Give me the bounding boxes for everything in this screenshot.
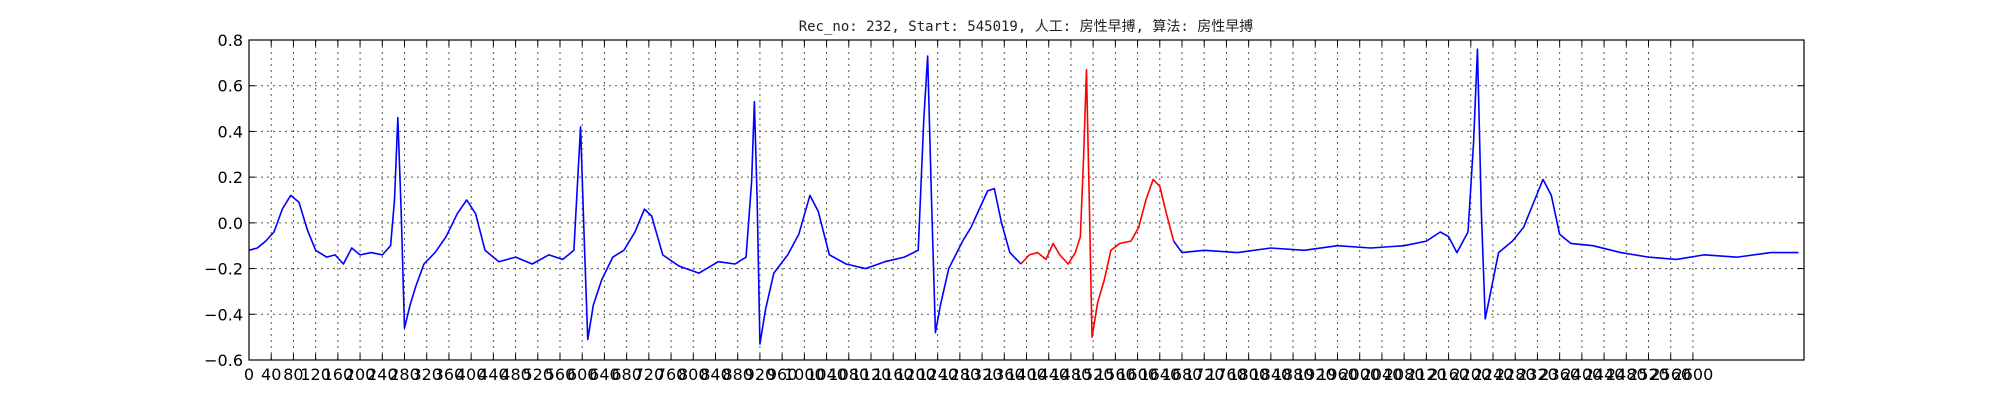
x-tick-label: 560 [545, 365, 576, 384]
x-tick-label: 1760 [1206, 365, 1247, 384]
grid-lines [249, 40, 1804, 360]
y-tick-label: 0.0 [218, 214, 243, 233]
x-tick-label: 1920 [1295, 365, 1336, 384]
x-tick-label: 1160 [873, 365, 914, 384]
x-tick-label: 240 [367, 365, 398, 384]
x-tick-label: 640 [589, 365, 620, 384]
x-tick-label: 1600 [1117, 365, 1158, 384]
x-tick-label: 2360 [1539, 365, 1580, 384]
y-tick-label: 0.6 [218, 77, 243, 96]
x-tick-label: 400 [456, 365, 487, 384]
x-tick-label: 1840 [1250, 365, 1291, 384]
y-tick-label: −0.4 [204, 305, 243, 324]
x-tick-label: 2040 [1362, 365, 1403, 384]
x-tick-label: 120 [300, 365, 331, 384]
x-tick-label: 2120 [1406, 365, 1447, 384]
y-tick-label: 0.8 [218, 31, 243, 50]
x-tick-label: 480 [500, 365, 531, 384]
x-tick-label: 2600 [1673, 365, 1714, 384]
y-tick-label: 0.2 [218, 168, 243, 187]
x-tick-label: 1440 [1028, 365, 1069, 384]
x-tick-label: 1080 [828, 365, 869, 384]
y-tick-label: −0.2 [204, 260, 243, 279]
x-tick-label: 680 [611, 365, 642, 384]
y-axis: −0.6 −0.4 −0.2 0.0 0.2 0.4 0.6 0.8 [204, 31, 1804, 370]
x-tick-label: 1720 [1184, 365, 1225, 384]
x-tick-label: 1960 [1317, 365, 1358, 384]
y-tick-label: −0.6 [204, 351, 243, 370]
x-tick-label: 1480 [1051, 365, 1092, 384]
x-tick-label: 1360 [984, 365, 1025, 384]
x-tick-label: 1240 [917, 365, 958, 384]
x-tick-label: 2240 [1473, 365, 1514, 384]
x-tick-label: 80 [283, 365, 303, 384]
x-tick-label: 1560 [1095, 365, 1136, 384]
x-tick-label: 720 [634, 365, 665, 384]
x-tick-label: 1800 [1228, 365, 1269, 384]
x-tick-label: 2480 [1606, 365, 1647, 384]
x-tick-label: 1640 [1139, 365, 1180, 384]
x-tick-label: 600 [567, 365, 598, 384]
x-tick-label: 280 [389, 365, 420, 384]
series-line-1 [248, 55, 1022, 345]
x-tick-label: 2520 [1628, 365, 1669, 384]
x-tick-label: 2440 [1584, 365, 1625, 384]
x-tick-label: 1320 [962, 365, 1003, 384]
x-tick-label: 2320 [1517, 365, 1558, 384]
x-tick-label: 2400 [1561, 365, 1602, 384]
x-tick-label: 1520 [1073, 365, 1114, 384]
x-tick-label: 920 [745, 365, 776, 384]
x-tick-label: 2560 [1650, 365, 1691, 384]
x-tick-label: 160 [323, 365, 354, 384]
x-tick-label: 1880 [1273, 365, 1314, 384]
x-tick-label: 840 [700, 365, 731, 384]
x-tick-label: 40 [261, 365, 281, 384]
x-tick-label: 1200 [895, 365, 936, 384]
x-tick-label: 360 [434, 365, 465, 384]
x-tick-label: 800 [678, 365, 709, 384]
x-tick-label: 520 [523, 365, 554, 384]
x-tick-label: 2160 [1428, 365, 1469, 384]
x-tick-label: 2000 [1339, 365, 1380, 384]
y-tick-label: 0.4 [218, 122, 243, 141]
x-tick-label: 440 [478, 365, 509, 384]
x-tick-label: 320 [411, 365, 442, 384]
x-tick-label: 880 [722, 365, 753, 384]
series-line-3 [1173, 48, 1799, 320]
x-tick-label: 1680 [1162, 365, 1203, 384]
x-tick-label: 1120 [851, 365, 892, 384]
series-line-2 [1020, 68, 1175, 338]
x-tick-label: 1400 [1006, 365, 1047, 384]
x-tick-label: 2200 [1450, 365, 1491, 384]
x-axis: 0 40 8012016020024028032036040044048052056… [244, 40, 1713, 384]
x-tick-label: 1040 [806, 365, 847, 384]
x-tick-label: 2280 [1495, 365, 1536, 384]
series-layer [248, 48, 1799, 345]
x-tick-label: 2080 [1384, 365, 1425, 384]
x-tick-label: 960 [767, 365, 798, 384]
x-tick-label: 200 [345, 365, 376, 384]
x-tick-label: 760 [656, 365, 687, 384]
x-tick-label: 0 [244, 365, 254, 384]
x-tick-label: 1000 [784, 365, 825, 384]
chart-title: Rec_no: 232, Start: 545019, 人工: 房性早搏, 算法… [799, 18, 1254, 35]
x-tick-label: 1280 [939, 365, 980, 384]
